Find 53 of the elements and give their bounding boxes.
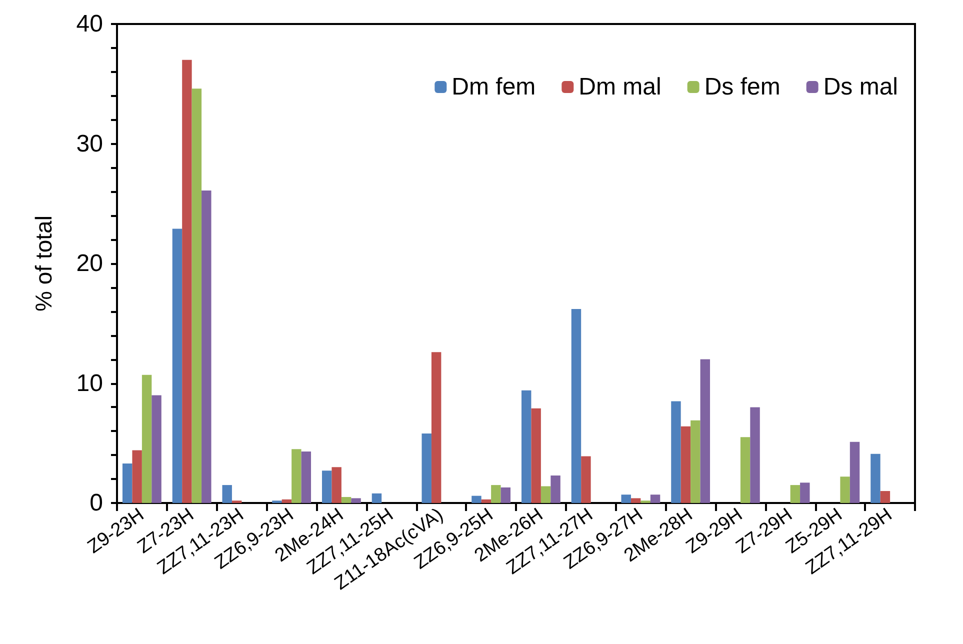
bar <box>671 401 681 503</box>
bar <box>690 420 700 503</box>
bar <box>301 452 312 503</box>
y-tick-label: 20 <box>76 250 103 277</box>
bar <box>840 476 850 503</box>
bar <box>282 499 292 503</box>
bar <box>292 449 302 503</box>
bar <box>531 408 541 503</box>
bar <box>750 407 760 503</box>
bar <box>332 467 342 503</box>
bar <box>202 190 212 503</box>
bar <box>680 426 691 503</box>
bar <box>521 390 532 503</box>
bar <box>571 309 582 503</box>
bar <box>422 434 432 503</box>
bar <box>431 352 442 503</box>
bar <box>472 496 482 503</box>
y-axis-title: % of total <box>30 216 56 312</box>
bar <box>152 395 162 503</box>
legend-label: Dm mal <box>578 74 662 100</box>
bar <box>132 450 142 503</box>
y-tick-label: 10 <box>76 370 103 397</box>
bar <box>322 470 332 503</box>
y-tick-label: 30 <box>76 130 103 158</box>
bar <box>491 485 501 503</box>
bar <box>192 88 202 503</box>
bar <box>481 499 492 503</box>
bar <box>351 498 361 503</box>
y-tick-label: 40 <box>76 10 103 38</box>
bar <box>372 493 382 503</box>
bar <box>581 456 591 503</box>
bar <box>621 494 631 503</box>
bar <box>222 485 232 503</box>
bar <box>700 359 710 503</box>
legend-label: Ds fem <box>704 74 780 100</box>
bar <box>550 475 560 503</box>
bar <box>800 482 810 503</box>
bar <box>182 60 192 503</box>
bar <box>850 442 860 503</box>
bar <box>740 437 750 503</box>
bar <box>880 491 890 503</box>
bar <box>540 486 551 503</box>
bar <box>650 494 660 503</box>
bar <box>142 374 152 503</box>
bar <box>630 498 641 503</box>
bar <box>122 463 132 503</box>
bar <box>172 228 182 503</box>
legend-label: Dm fem <box>452 74 536 100</box>
bar <box>790 485 800 503</box>
bar <box>870 454 880 503</box>
bar <box>500 487 511 503</box>
bar <box>341 497 352 503</box>
legend-label: Ds mal <box>823 74 898 100</box>
